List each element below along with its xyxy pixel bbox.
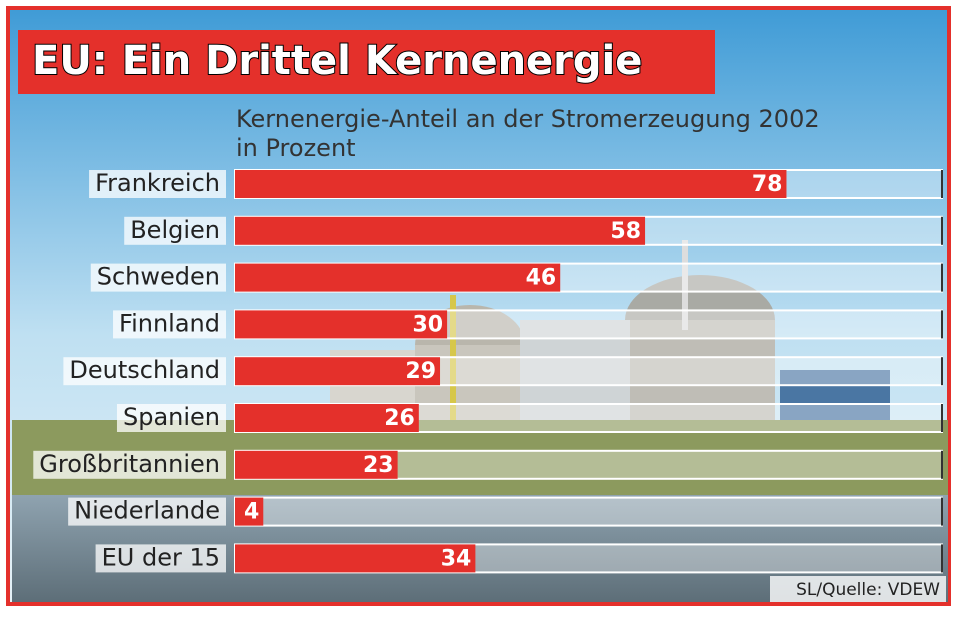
- label-box: [116, 404, 226, 432]
- bar-track: [234, 496, 943, 527]
- bar: [235, 497, 264, 526]
- category-label: Schweden: [97, 263, 220, 291]
- category-label: EU der 15: [102, 543, 220, 571]
- label-box: [33, 450, 226, 479]
- category-label: Frankreich: [95, 169, 220, 197]
- label-box: [89, 170, 226, 198]
- label-box: [113, 310, 226, 339]
- value-label: 34: [441, 546, 472, 571]
- bar: [235, 263, 561, 292]
- value-label: 78: [752, 172, 783, 197]
- title-box: [18, 30, 715, 94]
- subtitle: Kernenergie-Anteil an der Stromerzeugung…: [236, 105, 820, 133]
- subtitle: in Prozent: [236, 134, 356, 162]
- label-box: [95, 544, 226, 573]
- label-box: [68, 497, 226, 526]
- bar: [235, 404, 419, 432]
- category-label: Spanien: [123, 403, 220, 431]
- source-box: [770, 576, 946, 602]
- category-label: Großbritannien: [39, 450, 220, 478]
- category-label: Finnland: [119, 309, 220, 337]
- bar: [235, 357, 441, 386]
- value-label: 4: [244, 500, 259, 525]
- bar: [235, 216, 646, 245]
- value-label: 46: [526, 266, 557, 291]
- value-label: 29: [405, 359, 436, 384]
- chart-title: EU: Ein Drittel Kernenergie: [32, 38, 642, 84]
- value-label: 26: [384, 406, 415, 431]
- source: SL/Quelle: VDEW: [796, 580, 940, 600]
- category-label: Belgien: [130, 216, 220, 244]
- bar: [235, 544, 476, 573]
- bar: [235, 450, 398, 479]
- category-label: Deutschland: [69, 356, 220, 384]
- label-box: [124, 216, 226, 245]
- category-label: Niederlande: [74, 497, 220, 525]
- bar: [235, 170, 787, 198]
- bar: [235, 310, 448, 339]
- value-label: 30: [412, 312, 443, 337]
- value-label: 58: [610, 219, 641, 244]
- value-label: 23: [363, 453, 394, 478]
- label-box: [90, 263, 226, 292]
- label-box: [63, 357, 226, 386]
